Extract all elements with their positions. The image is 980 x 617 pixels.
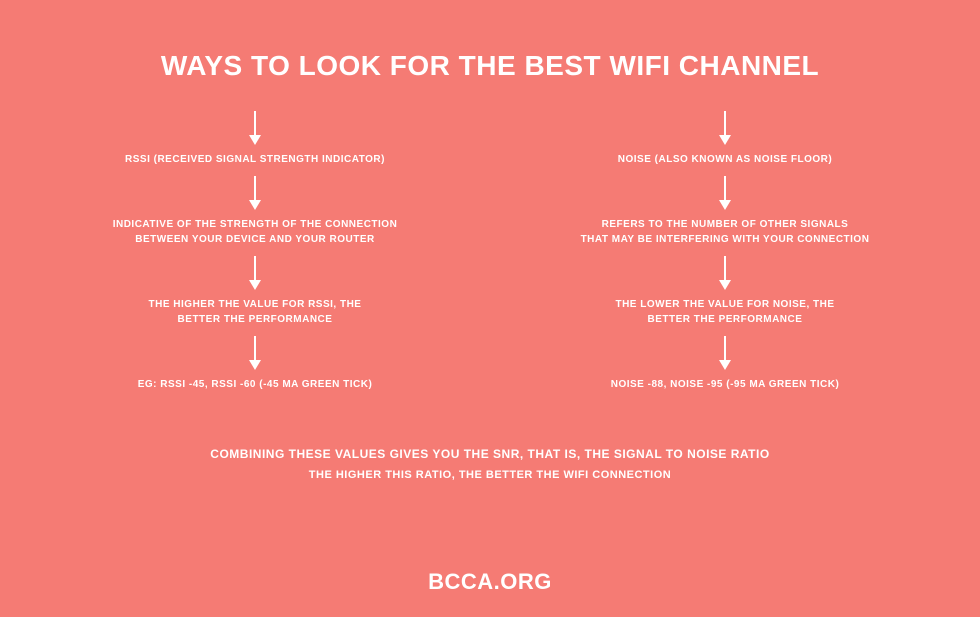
flow-node: REFERS TO THE NUMBER OF OTHER SIGNALSTHA… <box>581 217 870 247</box>
footer-line-2: THE HIGHER THIS RATIO, THE BETTER THE WI… <box>0 469 980 481</box>
columns-container: RSSI (RECEIVED SIGNAL STRENGTH INDICATOR… <box>0 102 980 392</box>
flow-node: NOISE (ALSO KNOWN AS NOISE FLOOR) <box>618 152 832 167</box>
flow-node: THE LOWER THE VALUE FOR NOISE, THEBETTER… <box>615 297 834 327</box>
arrow-icon <box>254 167 256 217</box>
arrow-icon <box>254 102 256 152</box>
page-title: WAYS TO LOOK FOR THE BEST WIFI CHANNEL <box>0 0 980 82</box>
flow-node: NOISE -88, NOISE -95 (-95 MA GREEN TICK) <box>611 377 840 392</box>
left-column: RSSI (RECEIVED SIGNAL STRENGTH INDICATOR… <box>80 102 430 392</box>
flow-node: EG: RSSI -45, RSSI -60 (-45 MA GREEN TIC… <box>138 377 373 392</box>
footer-line-1: COMBINING THESE VALUES GIVES YOU THE SNR… <box>0 447 980 461</box>
arrow-icon <box>724 247 726 297</box>
flow-node: INDICATIVE OF THE STRENGTH OF THE CONNEC… <box>113 217 398 247</box>
arrow-icon <box>254 247 256 297</box>
arrow-icon <box>724 327 726 377</box>
flow-node: THE HIGHER THE VALUE FOR RSSI, THEBETTER… <box>149 297 362 327</box>
brand-label: BCCA.ORG <box>0 569 980 595</box>
arrow-icon <box>254 327 256 377</box>
flow-node: RSSI (RECEIVED SIGNAL STRENGTH INDICATOR… <box>125 152 385 167</box>
arrow-icon <box>724 102 726 152</box>
footer-summary: COMBINING THESE VALUES GIVES YOU THE SNR… <box>0 447 980 481</box>
arrow-icon <box>724 167 726 217</box>
right-column: NOISE (ALSO KNOWN AS NOISE FLOOR) REFERS… <box>550 102 900 392</box>
